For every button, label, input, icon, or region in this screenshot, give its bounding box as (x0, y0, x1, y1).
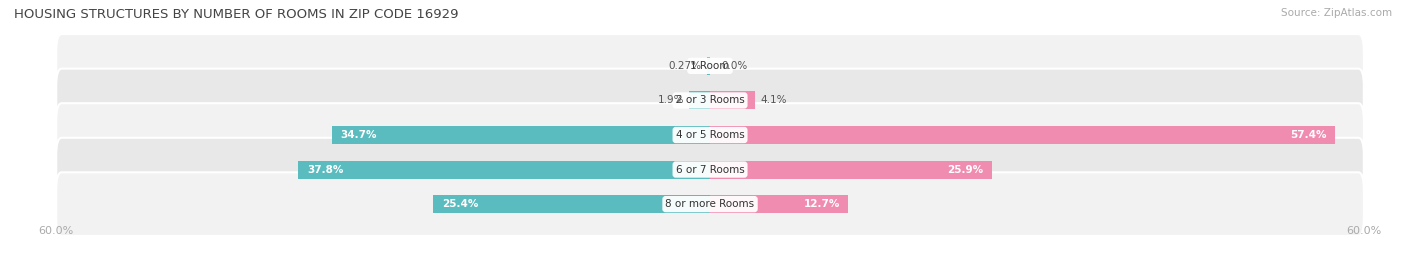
FancyBboxPatch shape (56, 172, 1364, 236)
Text: 37.8%: 37.8% (307, 164, 343, 175)
Text: 12.7%: 12.7% (803, 199, 839, 209)
FancyBboxPatch shape (56, 103, 1364, 167)
Bar (710, 92, 755, 109)
Text: 1 Room: 1 Room (690, 61, 730, 71)
FancyBboxPatch shape (56, 69, 1364, 132)
Text: 57.4%: 57.4% (1291, 130, 1327, 140)
Bar (298, 161, 710, 178)
Text: Source: ZipAtlas.com: Source: ZipAtlas.com (1281, 8, 1392, 18)
Text: 0.27%: 0.27% (669, 61, 702, 71)
Text: 6 or 7 Rooms: 6 or 7 Rooms (676, 164, 744, 175)
Text: 2 or 3 Rooms: 2 or 3 Rooms (676, 95, 744, 106)
Text: 34.7%: 34.7% (340, 130, 377, 140)
Bar (710, 126, 1336, 144)
Bar (433, 195, 710, 213)
Bar (332, 126, 710, 144)
Bar (689, 92, 710, 109)
Text: 1.9%: 1.9% (658, 95, 683, 106)
Bar (710, 195, 848, 213)
FancyBboxPatch shape (56, 34, 1364, 98)
FancyBboxPatch shape (56, 138, 1364, 201)
Text: 0.0%: 0.0% (721, 61, 747, 71)
Text: HOUSING STRUCTURES BY NUMBER OF ROOMS IN ZIP CODE 16929: HOUSING STRUCTURES BY NUMBER OF ROOMS IN… (14, 8, 458, 21)
Text: 8 or more Rooms: 8 or more Rooms (665, 199, 755, 209)
Text: 25.4%: 25.4% (441, 199, 478, 209)
Text: 4 or 5 Rooms: 4 or 5 Rooms (676, 130, 744, 140)
Bar (707, 57, 710, 75)
Text: 25.9%: 25.9% (948, 164, 984, 175)
Text: 4.1%: 4.1% (761, 95, 786, 106)
Bar (710, 161, 993, 178)
